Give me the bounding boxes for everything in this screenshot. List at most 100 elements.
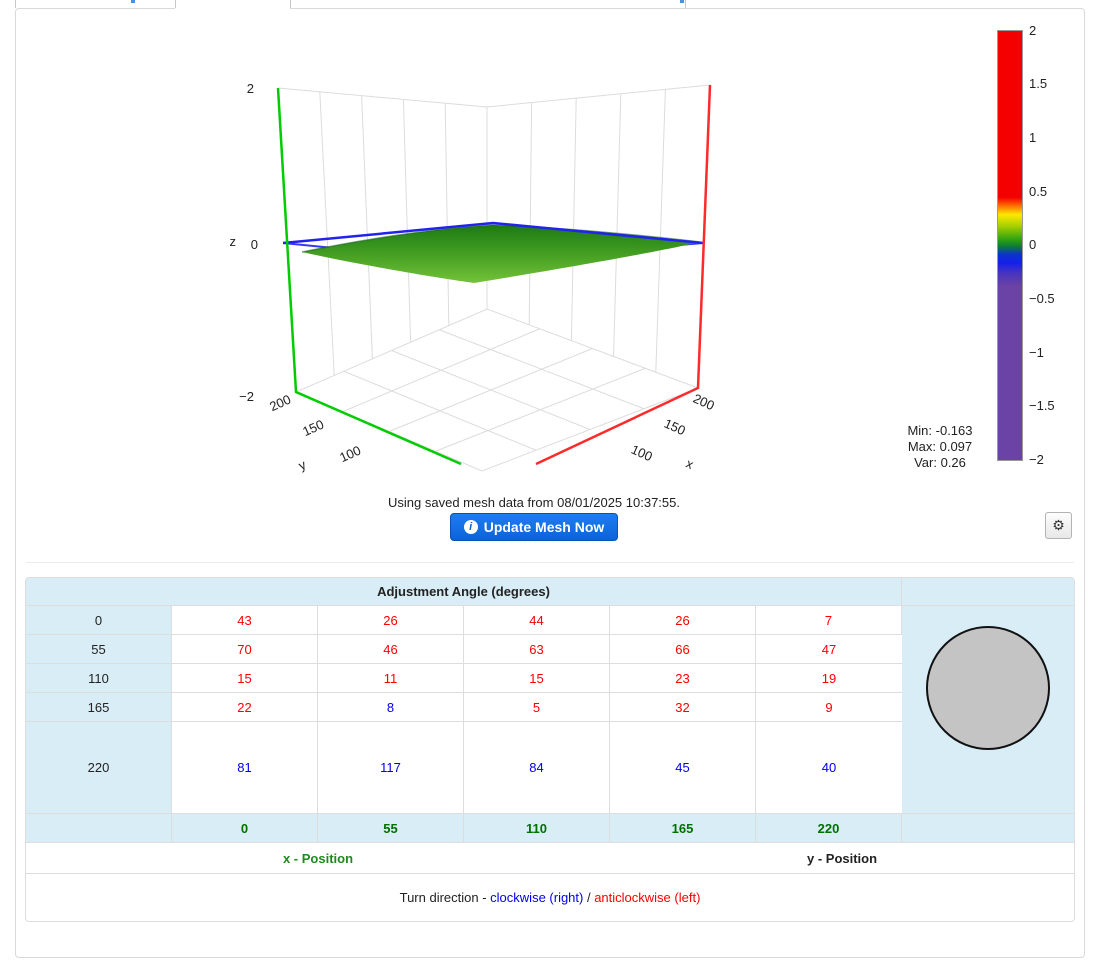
- main-panel: 2 0 −2 z 200 150 100 y 200 150 100 x 2: [15, 8, 1085, 958]
- tab-bar: [0, 0, 1100, 8]
- cell-value: 8: [318, 693, 464, 722]
- x-axis-ticks: 200 150 100 x: [629, 391, 717, 473]
- active-tab-connector: [175, 8, 290, 10]
- table-title-row: Adjustment Angle (degrees): [26, 578, 1074, 606]
- cell-value: 45: [610, 722, 756, 814]
- cell-value: 15: [464, 664, 610, 693]
- update-mesh-button[interactable]: i Update Mesh Now: [449, 513, 619, 541]
- direction-indicator-circle: [926, 626, 1051, 750]
- y-position-label: y - Position: [610, 843, 1074, 874]
- cell-value: 44: [464, 606, 610, 635]
- cell-value: 22: [172, 693, 318, 722]
- cell-value: 81: [172, 722, 318, 814]
- column-header: 55: [318, 814, 464, 843]
- z-tick-n2: −2: [239, 389, 254, 404]
- colorbar-tick: 1.5: [1029, 76, 1048, 91]
- mesh-plot-section: 2 0 −2 z 200 150 100 y 200 150 100 x 2: [16, 9, 1084, 562]
- z-axis-ticks: 2 0 −2 z: [230, 81, 259, 404]
- stat-var: Var: 0.26: [914, 455, 966, 470]
- cell-value: 46: [318, 635, 464, 664]
- turn-direction-prefix: Turn direction -: [399, 890, 491, 905]
- adjustment-angle-table: Adjustment Angle (degrees) 0 43 26 44 26…: [26, 578, 1074, 921]
- cell-value: 43: [172, 606, 318, 635]
- turn-anticlockwise-label: anticlockwise (left): [594, 890, 701, 905]
- tab-label-fragment[interactable]: [680, 0, 684, 3]
- x-axis-label: x: [684, 456, 696, 473]
- mesh-status-text: Using saved mesh data from 08/01/2025 10…: [388, 495, 680, 510]
- cell-value: 117: [318, 722, 464, 814]
- column-header: 110: [464, 814, 610, 843]
- cell-value: 47: [756, 635, 903, 664]
- turn-direction-legend: Turn direction - clockwise (right) / ant…: [26, 874, 1074, 921]
- row-label: 55: [26, 635, 172, 664]
- turn-direction-separator: /: [583, 890, 595, 905]
- mesh-surface-back-shade: [301, 224, 701, 253]
- cell-value: 15: [172, 664, 318, 693]
- cell-value: 66: [610, 635, 756, 664]
- cell-value: 26: [318, 606, 464, 635]
- tab-edge[interactable]: [685, 0, 686, 8]
- update-mesh-button-label: Update Mesh Now: [483, 519, 605, 535]
- cell-value: 5: [464, 693, 610, 722]
- cell-value: 84: [464, 722, 610, 814]
- table-row: 0 43 26 44 26 7: [26, 606, 1074, 814]
- row-label: 0: [26, 606, 172, 635]
- cell-value: 9: [756, 693, 903, 722]
- settings-button[interactable]: ⚙: [1045, 512, 1072, 539]
- y-tick-150: 150: [300, 417, 326, 440]
- grid-lines: [277, 84, 711, 472]
- section-divider: [26, 562, 1074, 563]
- z-tick-0: 0: [251, 237, 258, 252]
- mesh-stats: Min: -0.163 Max: 0.097 Var: 0.26: [874, 423, 1006, 471]
- table-title-spacer: [902, 578, 1074, 606]
- x-tick-150: 150: [662, 416, 688, 439]
- colorbar-tick: 2: [1029, 23, 1037, 38]
- gear-icon: ⚙: [1052, 517, 1065, 533]
- y-axis-line: [276, 87, 462, 466]
- tab-edge[interactable]: [175, 0, 176, 8]
- x-tick-200: 200: [691, 391, 717, 414]
- table-row: 165 22 8 5 32 9: [26, 693, 1074, 722]
- row-label: 165: [26, 693, 172, 722]
- colorbar-tick: 1: [1029, 130, 1037, 145]
- tab-edge[interactable]: [15, 0, 16, 8]
- mesh-surface: [302, 225, 700, 283]
- colorbar: [997, 30, 1023, 461]
- z-tick-2: 2: [247, 81, 254, 96]
- cell-value: 32: [610, 693, 756, 722]
- colorbar-tick: −1.5: [1029, 398, 1055, 413]
- column-header: 220: [756, 814, 903, 843]
- tab-label-fragment[interactable]: [131, 0, 135, 3]
- colorbar-tick: 0.5: [1029, 184, 1048, 199]
- info-icon: i: [463, 520, 478, 534]
- table-title: Adjustment Angle (degrees): [26, 578, 903, 606]
- cell-value: 7: [756, 606, 903, 635]
- stat-min: Min: -0.163: [907, 423, 973, 438]
- surface-plot-3d[interactable]: 2 0 −2 z 200 150 100 y 200 150 100 x: [16, 9, 1084, 562]
- adjustment-table-panel: Adjustment Angle (degrees) 0 43 26 44 26…: [25, 577, 1075, 922]
- zero-plane-back-edges: [282, 221, 704, 245]
- table-row: 55 70 46 63 66 47: [26, 635, 1074, 664]
- x-position-label: x - Position: [26, 843, 610, 874]
- row-label: 110: [26, 664, 172, 693]
- row-label: 220: [26, 722, 172, 814]
- y-tick-100: 100: [337, 443, 363, 466]
- column-header-spacer: [902, 814, 1074, 843]
- cell-value: 19: [756, 664, 903, 693]
- cell-value: 40: [756, 722, 903, 814]
- x-axis-line: [535, 84, 712, 466]
- column-header-row: 0 55 110 165 220: [26, 814, 1074, 843]
- stat-max: Max: 0.097: [907, 439, 973, 454]
- z-axis-label: z: [230, 234, 237, 249]
- y-axis-ticks: 200 150 100 y: [267, 392, 363, 473]
- cell-value: 23: [610, 664, 756, 693]
- cell-value: 70: [172, 635, 318, 664]
- colorbar-tick: 0: [1029, 237, 1037, 252]
- direction-indicator-cell: [902, 606, 1074, 814]
- colorbar-tick: −1: [1029, 345, 1044, 360]
- column-header: 0: [172, 814, 318, 843]
- column-header-spacer: [26, 814, 172, 843]
- column-header: 165: [610, 814, 756, 843]
- axis-label-row: x - Position y - Position: [26, 843, 1074, 874]
- tab-edge[interactable]: [290, 0, 291, 8]
